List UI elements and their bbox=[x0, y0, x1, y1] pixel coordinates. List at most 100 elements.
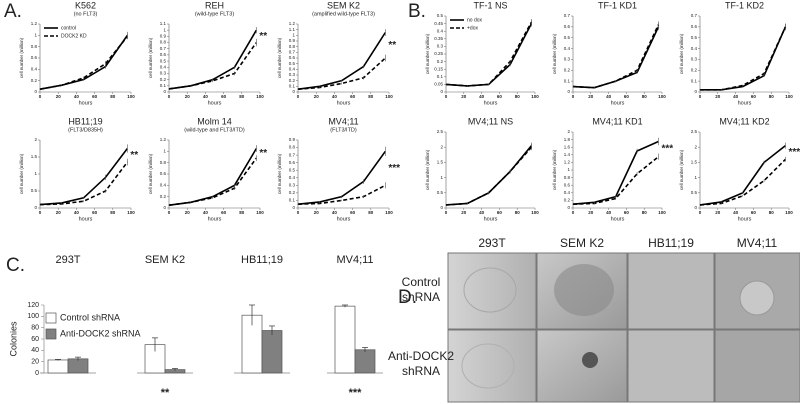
significance: ** bbox=[161, 387, 170, 399]
micrograph bbox=[447, 329, 537, 403]
y-tick-label: 0 bbox=[694, 205, 697, 210]
legend-label: +dox bbox=[467, 25, 478, 31]
y-tick-label: 0 bbox=[440, 205, 443, 210]
x-tick-label: 60 bbox=[497, 210, 503, 215]
x-tick-label: 40 bbox=[74, 210, 80, 215]
y-tick-label: 0 bbox=[694, 89, 697, 94]
y-tick-label: 0.45 bbox=[434, 21, 443, 26]
x-tick-label: 0 bbox=[445, 94, 448, 99]
y-tick-label: 0.1 bbox=[691, 78, 698, 83]
significance: *** bbox=[349, 387, 363, 399]
y-tick-label: 0.3 bbox=[437, 44, 444, 49]
y-tick-label: 0.5 bbox=[160, 58, 167, 63]
x-tick-label: 20 bbox=[56, 94, 62, 99]
chart-subtitle: (no FLT3) bbox=[74, 11, 98, 17]
y-tick-label: 0.4 bbox=[160, 64, 167, 69]
x-tick-label: 80 bbox=[110, 210, 116, 215]
x-axis-label: hours bbox=[611, 216, 625, 222]
category-label: 293T bbox=[55, 254, 80, 266]
x-tick-label: 80 bbox=[239, 210, 245, 215]
x-tick-label: 0 bbox=[572, 210, 575, 215]
y-axis-label: cell number (million) bbox=[277, 37, 282, 78]
x-axis-label: hours bbox=[79, 216, 93, 222]
y-tick-label: 1 bbox=[34, 171, 37, 176]
x-tick-label: 100 bbox=[785, 94, 793, 99]
y-tick-label: 0.6 bbox=[160, 171, 167, 176]
x-tick-label: 40 bbox=[733, 94, 739, 99]
x-tick-label: 0 bbox=[168, 210, 171, 215]
colony bbox=[461, 343, 515, 389]
y-tick-label: 0.5 bbox=[437, 13, 444, 18]
y-tick-label: 40 bbox=[31, 347, 39, 354]
series-line bbox=[572, 156, 659, 205]
y-tick-label: 1.5 bbox=[31, 154, 38, 159]
x-tick-label: 0 bbox=[572, 94, 575, 99]
y-tick-label: 0.1 bbox=[564, 78, 571, 83]
x-tick-label: 80 bbox=[110, 94, 116, 99]
legend-label: Anti-DOCK2 shRNA bbox=[60, 328, 141, 338]
y-tick-label: 80 bbox=[31, 325, 39, 332]
y-tick-label: 1.4 bbox=[564, 152, 571, 157]
row-label: shRNA bbox=[402, 290, 440, 304]
series-line bbox=[39, 35, 128, 90]
y-tick-label: 0.4 bbox=[564, 46, 571, 51]
series-line bbox=[168, 157, 258, 206]
y-tick-label: 0.25 bbox=[434, 51, 443, 56]
x-tick-label: 20 bbox=[314, 94, 320, 99]
y-tick-label: 1.1 bbox=[289, 27, 296, 32]
y-tick-label: 0.5 bbox=[289, 167, 296, 172]
x-tick-label: 20 bbox=[461, 210, 467, 215]
x-axis-label: hours bbox=[484, 216, 498, 222]
y-tick-label: 0.6 bbox=[564, 182, 571, 187]
y-tick-label: 0.7 bbox=[564, 13, 571, 18]
x-axis-label: hours bbox=[337, 216, 351, 222]
significance: *** bbox=[661, 144, 673, 155]
chart-subtitle: (amplified wild-type FLT3) bbox=[312, 11, 375, 17]
x-tick-label: 40 bbox=[606, 210, 612, 215]
x-tick-label: 60 bbox=[624, 94, 630, 99]
y-tick-label: 0.4 bbox=[691, 46, 698, 51]
x-tick-label: 60 bbox=[624, 210, 630, 215]
legend-swatch bbox=[45, 328, 57, 340]
y-tick-label: 0.7 bbox=[160, 46, 167, 51]
x-tick-label: 80 bbox=[368, 210, 374, 215]
y-tick-label: 0.2 bbox=[160, 77, 167, 82]
chart-title: TF-1 KD1 bbox=[598, 0, 637, 10]
y-tick-label: 1 bbox=[163, 149, 166, 154]
y-tick-label: 0 bbox=[567, 89, 570, 94]
panel-label: B. bbox=[408, 1, 426, 22]
bar bbox=[354, 349, 376, 374]
series-line bbox=[445, 21, 533, 87]
y-tick-label: 0 bbox=[440, 89, 443, 94]
y-tick-label: 0.3 bbox=[289, 183, 296, 188]
x-axis-label: hours bbox=[337, 100, 351, 106]
y-tick-label: 1 bbox=[567, 167, 570, 172]
row-label: shRNA bbox=[402, 364, 440, 378]
y-tick-label: 0.05 bbox=[434, 82, 443, 87]
y-tick-label: 1 bbox=[34, 33, 37, 38]
y-tick-label: 1.5 bbox=[691, 160, 698, 165]
y-tick-label: 0.7 bbox=[691, 13, 698, 18]
x-tick-label: 0 bbox=[699, 210, 702, 215]
x-tick-label: 80 bbox=[769, 94, 775, 99]
y-tick-label: 0.8 bbox=[31, 44, 38, 49]
x-axis-label: hours bbox=[484, 100, 498, 106]
y-tick-label: 1.6 bbox=[564, 144, 571, 149]
chart-subtitle: (FLT3/D835H) bbox=[68, 127, 103, 133]
series-line bbox=[572, 26, 660, 89]
y-tick-label: 1.5 bbox=[437, 160, 444, 165]
y-axis-label: cell number (million) bbox=[425, 33, 430, 74]
x-tick-label: 40 bbox=[606, 94, 612, 99]
y-tick-label: 2.5 bbox=[437, 129, 444, 134]
y-tick-label: 0.6 bbox=[289, 160, 296, 165]
y-axis-label: cell number (million) bbox=[679, 33, 684, 74]
x-tick-label: 20 bbox=[461, 94, 467, 99]
x-tick-label: 20 bbox=[56, 210, 62, 215]
y-tick-label: 0 bbox=[35, 370, 39, 377]
y-tick-label: 1.2 bbox=[564, 160, 571, 165]
y-tick-label: 1 bbox=[694, 175, 697, 180]
x-tick-label: 40 bbox=[74, 94, 80, 99]
y-tick-label: 0.8 bbox=[160, 160, 167, 165]
micrograph bbox=[714, 329, 800, 403]
